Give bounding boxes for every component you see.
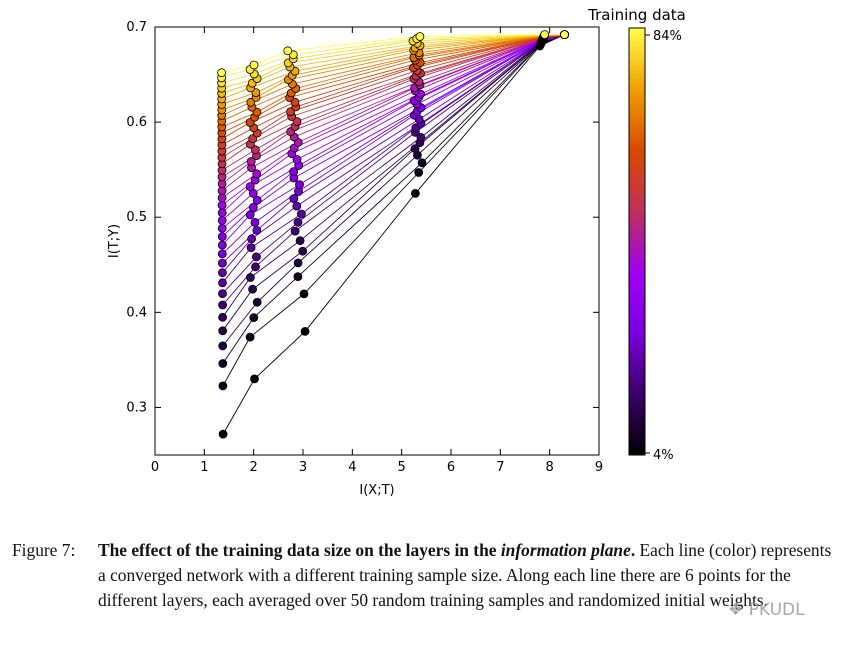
layer-point bbox=[289, 167, 299, 177]
layer-point bbox=[245, 182, 255, 192]
caption-bold: The effect of the training data size on … bbox=[98, 540, 501, 560]
x-tick-label: 2 bbox=[250, 460, 258, 475]
layer-point bbox=[251, 252, 261, 262]
layer-point bbox=[252, 297, 262, 307]
caption-text: Each line (color) represents a converged… bbox=[98, 540, 832, 610]
layer-point bbox=[245, 210, 255, 220]
colorbar-top-label: 84% bbox=[653, 29, 682, 44]
layer-point bbox=[251, 262, 260, 272]
caption-body: The effect of the training data size on … bbox=[98, 538, 842, 613]
x-tick-label: 7 bbox=[496, 460, 504, 475]
layer-point bbox=[250, 145, 260, 155]
layer-point bbox=[245, 273, 255, 282]
layer-point bbox=[218, 312, 228, 322]
wechat-icon: ❖ bbox=[728, 600, 744, 620]
layer-point bbox=[560, 30, 569, 39]
x-tick-label: 1 bbox=[200, 460, 208, 475]
colorbar bbox=[628, 27, 646, 456]
layer-point bbox=[249, 313, 259, 323]
colorbar-title: Training data bbox=[587, 6, 686, 24]
layer-point bbox=[283, 46, 293, 56]
layer-point bbox=[293, 272, 303, 282]
watermark: ❖ PKUDL bbox=[728, 600, 805, 620]
layer-point bbox=[249, 60, 259, 70]
layer-point bbox=[217, 232, 227, 242]
layer-point bbox=[292, 117, 302, 126]
layer-point bbox=[290, 226, 300, 236]
layer-point bbox=[217, 268, 227, 278]
layer-point bbox=[217, 223, 227, 233]
layer-point bbox=[217, 258, 227, 268]
layer-point bbox=[293, 258, 303, 268]
watermark-text: PKUDL bbox=[748, 600, 805, 620]
layer-point bbox=[218, 300, 228, 310]
layer-point bbox=[217, 215, 227, 225]
layer-point bbox=[295, 180, 304, 190]
layer-point bbox=[416, 132, 426, 142]
layer-point bbox=[295, 236, 305, 246]
layer-point bbox=[248, 284, 258, 294]
y-tick-label: 0.3 bbox=[126, 400, 147, 415]
layer-point bbox=[217, 249, 227, 259]
layer-point bbox=[217, 68, 227, 78]
layer-point bbox=[299, 289, 309, 299]
layer-point bbox=[417, 158, 427, 168]
caption-label: Figure 7: bbox=[12, 540, 76, 560]
layer-point bbox=[218, 429, 228, 439]
layer-point bbox=[296, 209, 306, 219]
series-line bbox=[222, 34, 565, 306]
layer-point bbox=[246, 243, 256, 253]
layer-point bbox=[252, 195, 262, 205]
chart-area: 0 1 2 3 4 5 6 7 8 9 0.3 0.4 0.5 0.6 0.7 I(X;T) I(T;Y)… bbox=[107, 6, 686, 498]
layer-point bbox=[247, 234, 257, 244]
layer-point bbox=[218, 278, 227, 288]
x-axis-label: I(X;T) bbox=[359, 483, 394, 498]
layer-point bbox=[292, 155, 302, 164]
layer-point bbox=[292, 201, 302, 211]
layer-point bbox=[250, 217, 260, 227]
layer-point bbox=[218, 326, 228, 336]
y-tick-label: 0.6 bbox=[126, 115, 147, 130]
x-tick-label: 4 bbox=[348, 460, 356, 475]
layer-point bbox=[217, 208, 227, 218]
layer-point bbox=[250, 374, 259, 384]
layer-point bbox=[410, 144, 420, 154]
layer-point bbox=[293, 217, 303, 227]
layer-point bbox=[248, 202, 258, 212]
x-tick-label: 5 bbox=[398, 460, 406, 475]
caption-bold-italic: information plane bbox=[500, 540, 631, 560]
layer-point bbox=[540, 30, 550, 39]
layer-point bbox=[217, 240, 227, 250]
layer-point bbox=[415, 32, 425, 41]
layer-point bbox=[218, 359, 228, 368]
figure-caption: Figure 7: The effect of the training dat… bbox=[12, 538, 842, 613]
layer-point bbox=[289, 194, 299, 204]
layer-point bbox=[252, 225, 262, 235]
information-plane-chart: 0 1 2 3 4 5 6 7 8 9 0.3 0.4 0.5 0.6 0.7 I(X;T) I(T;Y)… bbox=[107, 6, 686, 498]
colorbar-bottom-label: 4% bbox=[653, 448, 674, 463]
layer-point bbox=[246, 157, 256, 166]
plot-frame bbox=[154, 26, 600, 456]
x-tick-label: 6 bbox=[447, 460, 455, 475]
layer-point bbox=[300, 326, 310, 336]
x-tick-label: 9 bbox=[595, 460, 603, 475]
layer-point bbox=[298, 246, 308, 256]
caption-bold-end: . bbox=[630, 540, 636, 560]
x-tick-label: 3 bbox=[299, 460, 307, 475]
series-line bbox=[222, 34, 565, 435]
layer-point bbox=[217, 200, 227, 210]
layer-point bbox=[245, 332, 255, 342]
layer-point bbox=[410, 188, 420, 198]
layer-point bbox=[218, 289, 227, 299]
layer-point bbox=[218, 341, 228, 351]
y-axis-label: I(T;Y) bbox=[107, 224, 122, 258]
y-tick-label: 0.5 bbox=[126, 210, 147, 225]
x-tick-label: 8 bbox=[546, 460, 554, 475]
y-tick-label: 0.4 bbox=[126, 305, 147, 320]
layer-point bbox=[218, 381, 228, 391]
layer-point bbox=[414, 168, 424, 177]
y-tick-label: 0.7 bbox=[126, 20, 147, 35]
x-tick-label: 0 bbox=[151, 460, 159, 475]
layer-point bbox=[252, 169, 262, 179]
